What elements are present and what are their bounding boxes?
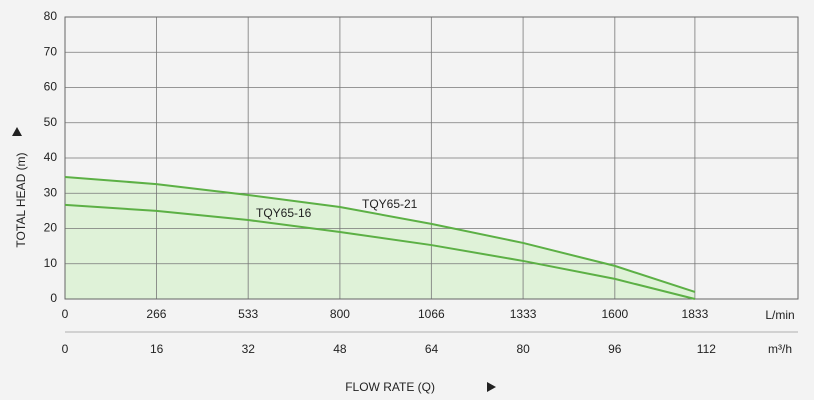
x-tick-label: 1066 <box>418 307 445 321</box>
line <box>64 176 696 293</box>
x-tick-label: 1600 <box>601 307 628 321</box>
x2-tick-label: 80 <box>516 342 530 356</box>
y-tick-label: 50 <box>44 115 58 129</box>
x2-tick-label: 112 <box>697 342 716 356</box>
x-unit: L/min <box>765 308 794 322</box>
x2-unit: m³/h <box>768 342 792 356</box>
y-tick-label: 70 <box>44 44 58 58</box>
y-tick-label: 0 <box>50 291 57 305</box>
y-axis-label: TOTAL HEAD (m) <box>14 152 28 247</box>
x-tick-label: 800 <box>330 307 350 321</box>
y-tick-label: 60 <box>44 80 58 94</box>
y-tick-label: 30 <box>44 185 58 199</box>
x-tick-label: 266 <box>146 307 166 321</box>
y-tick-label: 80 <box>44 9 58 23</box>
y-axis-arrow <box>12 127 22 136</box>
y-tick-label: 40 <box>44 150 58 164</box>
series-label: TQY65-16 <box>256 206 312 220</box>
x-axis-label: FLOW RATE (Q) <box>345 380 435 394</box>
x2-tick-label: 48 <box>333 342 347 356</box>
x2-tick-label: 16 <box>150 342 164 356</box>
series-label: TQY65-21 <box>362 197 418 211</box>
x2-tick-label: 0 <box>62 342 69 356</box>
x2-tick-label: 64 <box>425 342 439 356</box>
x-tick-label: 533 <box>238 307 258 321</box>
x2-tick-label: 96 <box>608 342 622 356</box>
x-axis-arrow <box>487 382 496 392</box>
plot-frame <box>64 16 799 300</box>
x2-tick-label: 32 <box>242 342 256 356</box>
x-tick-label: 1333 <box>510 307 537 321</box>
x-tick-label: 0 <box>62 307 69 321</box>
y-tick-label: 20 <box>44 221 58 235</box>
line <box>64 203 696 300</box>
x-tick-label: 1833 <box>682 307 709 321</box>
y-tick-label: 10 <box>44 256 58 270</box>
